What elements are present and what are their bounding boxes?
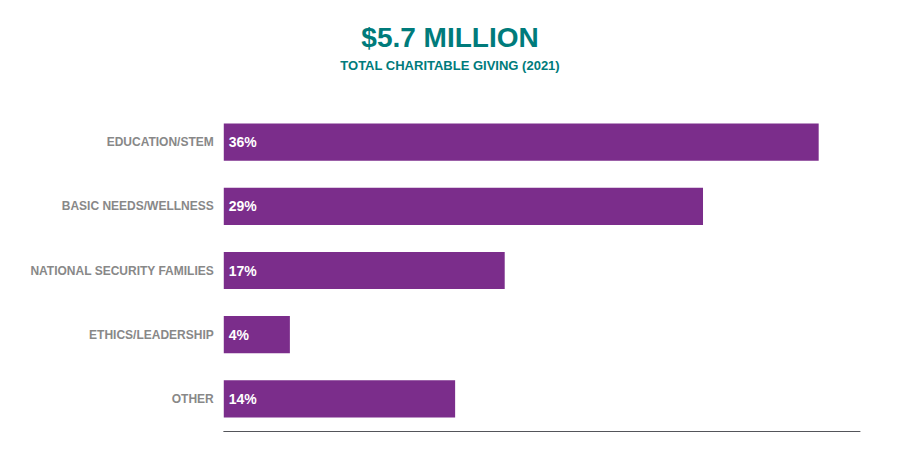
svg-text:17%: 17% — [229, 263, 258, 279]
svg-text:29%: 29% — [229, 198, 258, 214]
svg-text:ETHICS/LEADERSHIP: ETHICS/LEADERSHIP — [89, 328, 214, 342]
svg-text:BASIC NEEDS/WELLNESS: BASIC NEEDS/WELLNESS — [62, 199, 214, 213]
svg-text:TOTAL CHARITABLE GIVING (2021): TOTAL CHARITABLE GIVING (2021) — [340, 58, 559, 73]
svg-text:OTHER: OTHER — [172, 392, 214, 406]
svg-text:NATIONAL SECURITY FAMILIES: NATIONAL SECURITY FAMILIES — [30, 264, 213, 278]
svg-text:$5.7 MILLION: $5.7 MILLION — [361, 22, 538, 53]
svg-text:EDUCATION/STEM: EDUCATION/STEM — [107, 135, 214, 149]
svg-text:14%: 14% — [229, 391, 258, 407]
svg-text:4%: 4% — [229, 327, 250, 343]
svg-text:36%: 36% — [229, 134, 258, 150]
